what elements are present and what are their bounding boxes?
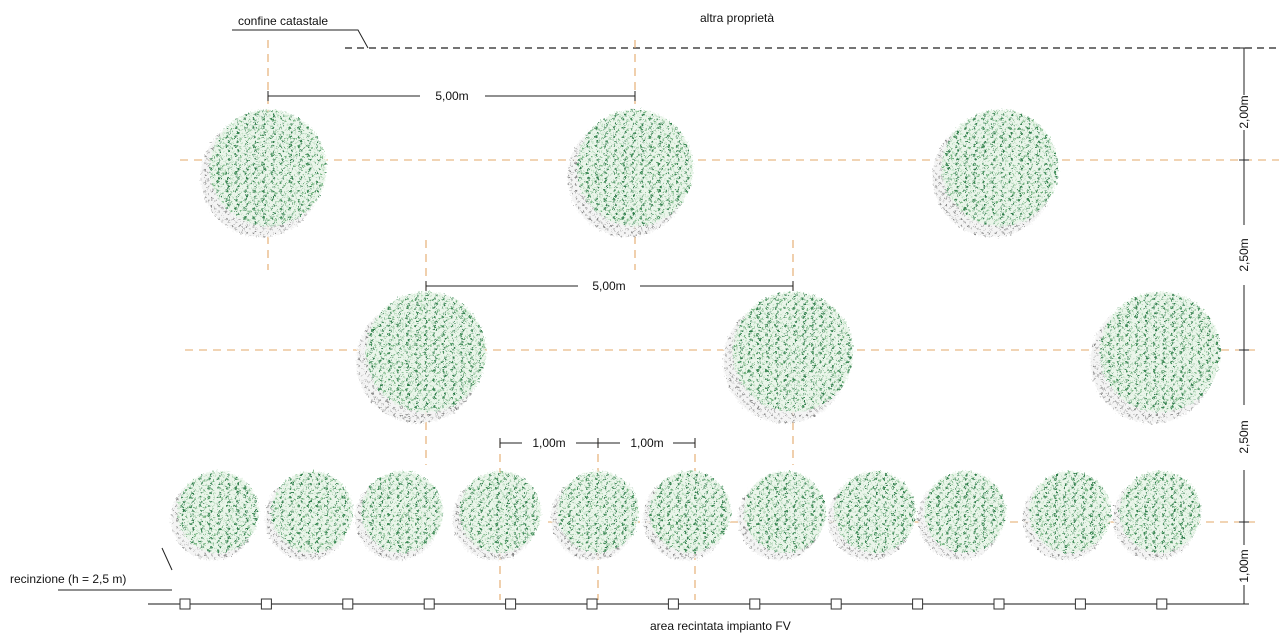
other-property-label: altra proprietà (700, 11, 774, 25)
fence-post (260, 598, 272, 610)
fence-posts (179, 598, 1168, 610)
shrub-row3-3 (354, 471, 443, 561)
shrub-row3-10 (1022, 471, 1111, 561)
fence-post (179, 598, 191, 610)
shrub-row3-4 (452, 471, 541, 561)
fence-post (342, 598, 354, 610)
fence-post (667, 598, 679, 610)
tree-row1-1 (200, 109, 327, 237)
shrub-row3-8 (827, 471, 916, 561)
fence-label: recinzione (h = 2,5 m) (10, 572, 126, 586)
boundary-to-row1-label: 2,00m (1237, 95, 1251, 128)
fence-post (912, 598, 924, 610)
shrub-row3-5 (550, 471, 639, 561)
shrub-row3-1 (170, 471, 259, 561)
top-row-spacing: 5,00m (267, 89, 636, 103)
shrub-row3-9 (917, 471, 1006, 561)
shrub-row3-2 (264, 471, 353, 561)
fence-post (586, 598, 598, 610)
top-row-spacing-label: 5,00m (435, 89, 468, 103)
fence-post (749, 598, 761, 610)
fence-post (1074, 598, 1086, 610)
cadastral-boundary-label: confine catastale (238, 14, 328, 28)
hedge-spacing-b-label: 1,00m (630, 436, 663, 450)
shrub-row3-6 (642, 471, 731, 561)
hedge-spacing: 1,00m 1,00m (499, 436, 696, 450)
fence-post (423, 598, 435, 610)
hedge-spacing-a-label: 1,00m (532, 436, 565, 450)
row3-to-fence-label: 1,00m (1237, 549, 1251, 582)
fence-post (1156, 598, 1168, 610)
plants (170, 109, 1221, 561)
fence-post (505, 598, 517, 610)
vertical-dimension-chain (1239, 47, 1249, 605)
middle-row-spacing: 5,00m (425, 279, 794, 293)
tree-row2-2 (723, 291, 854, 424)
row1-to-row2-label: 2,50m (1237, 238, 1251, 271)
fence-post (993, 598, 1005, 610)
shrub-row3-7 (737, 471, 826, 561)
tree-row1-2 (567, 109, 694, 237)
tree-row1-3 (932, 109, 1059, 237)
fence-post (830, 598, 842, 610)
row2-to-row3-label: 2,50m (1237, 420, 1251, 453)
cadastral-leader (232, 29, 369, 49)
shrub-row3-11 (1112, 471, 1201, 561)
tree-row2-1 (356, 291, 487, 424)
fenced-area-label: area recintata impianto FV (650, 619, 791, 633)
middle-row-spacing-label: 5,00m (592, 279, 625, 293)
fence-leader-tick (161, 547, 173, 571)
tree-row2-3 (1090, 291, 1221, 424)
